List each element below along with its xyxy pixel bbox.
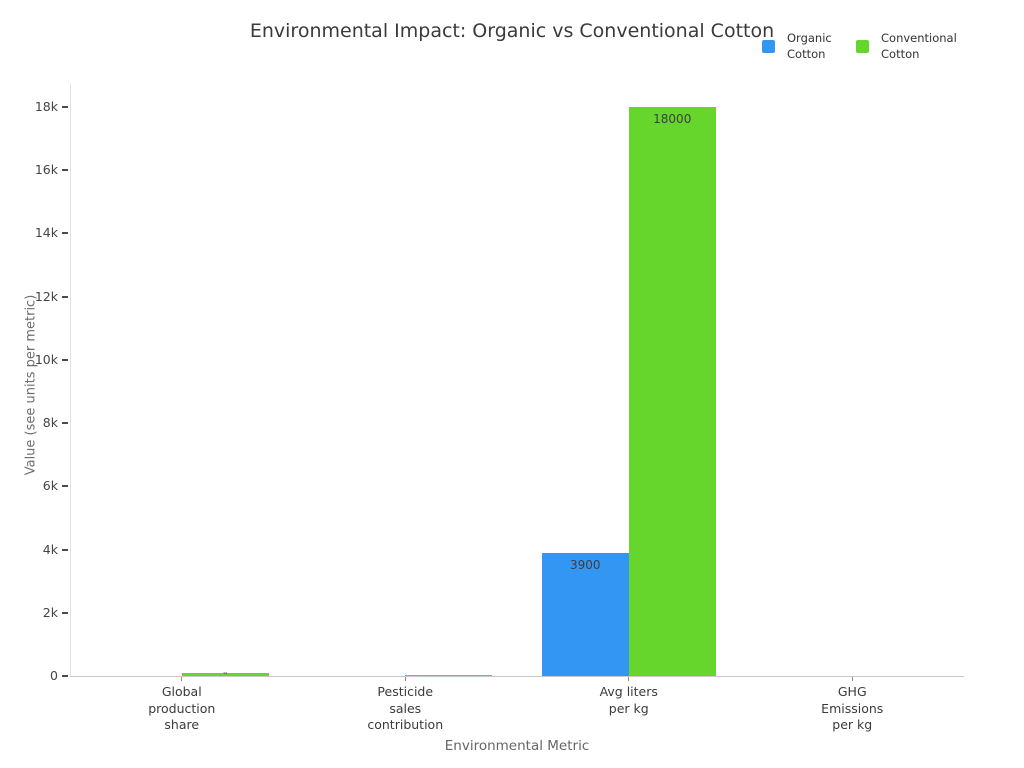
legend-label-organic: Organic Cotton [787,31,832,62]
legend-label-line: Cotton [881,46,920,61]
x-category-label: Pesticide sales contribution [367,684,444,732]
x-tick-mark-icon [181,677,183,681]
y-tick-mark-icon [62,548,68,551]
legend-label-line: Organic [787,31,832,45]
legend-swatch-organic-icon [762,40,775,53]
y-tick-label: 2k [42,604,58,620]
bar-value-label: 3900 [569,558,601,571]
x-tick-mark-icon [404,677,406,681]
y-tick-label: 6k [42,478,58,494]
bar-organic-2[interactable] [541,552,629,676]
y-tick-mark-icon [62,422,68,425]
y-axis-title: Value (see units per metric) [23,294,39,476]
legend-label-line: Conventional [881,31,957,45]
y-axis-line [70,83,71,676]
y-tick-mark-icon [62,675,68,677]
y-tick-label: 10k [34,351,58,367]
bar-conventional-2[interactable] [628,107,716,676]
y-tick-mark-icon [62,169,68,172]
x-category-label: Global production share [148,684,216,732]
y-tick-label: 4k [42,541,58,557]
x-axis-line [70,676,964,677]
bar-conventional-1[interactable] [405,675,493,676]
y-tick-mark-icon [62,232,68,235]
legend-swatch-conventional-icon [856,40,869,53]
y-tick-label: 16k [34,162,58,178]
chart-title: Environmental Impact: Organic vs Convent… [249,20,775,42]
legend-label-line: Cotton [787,46,826,61]
legend-item-conventional[interactable]: Conventional Cotton [856,31,957,62]
legend-item-organic[interactable]: Organic Cotton [762,31,832,62]
y-tick-label: 18k [34,99,58,114]
y-tick-mark-icon [62,611,68,614]
x-category-label: GHG Emissions per kg [821,684,884,732]
x-tick-mark-icon [851,677,853,681]
y-tick-mark-icon [62,106,68,108]
y-tick-mark-icon [62,295,68,298]
bar-value-label: 18000 [653,113,692,125]
bar-value-label: 99 [223,672,228,676]
y-tick-mark-icon [62,358,68,361]
x-category-label: Avg liters per kg [599,684,658,716]
y-tick-label: 14k [34,225,58,241]
y-tick-label: 12k [34,288,58,304]
legend-label-conventional: Conventional Cotton [881,31,957,62]
x-axis-title: Environmental Metric [444,738,590,754]
y-tick-label: 8k [42,415,58,431]
x-tick-mark-icon [628,677,630,681]
bar-conventional-0[interactable] [181,672,269,676]
y-tick-label: 0 [50,668,58,683]
y-tick-mark-icon [62,485,68,488]
